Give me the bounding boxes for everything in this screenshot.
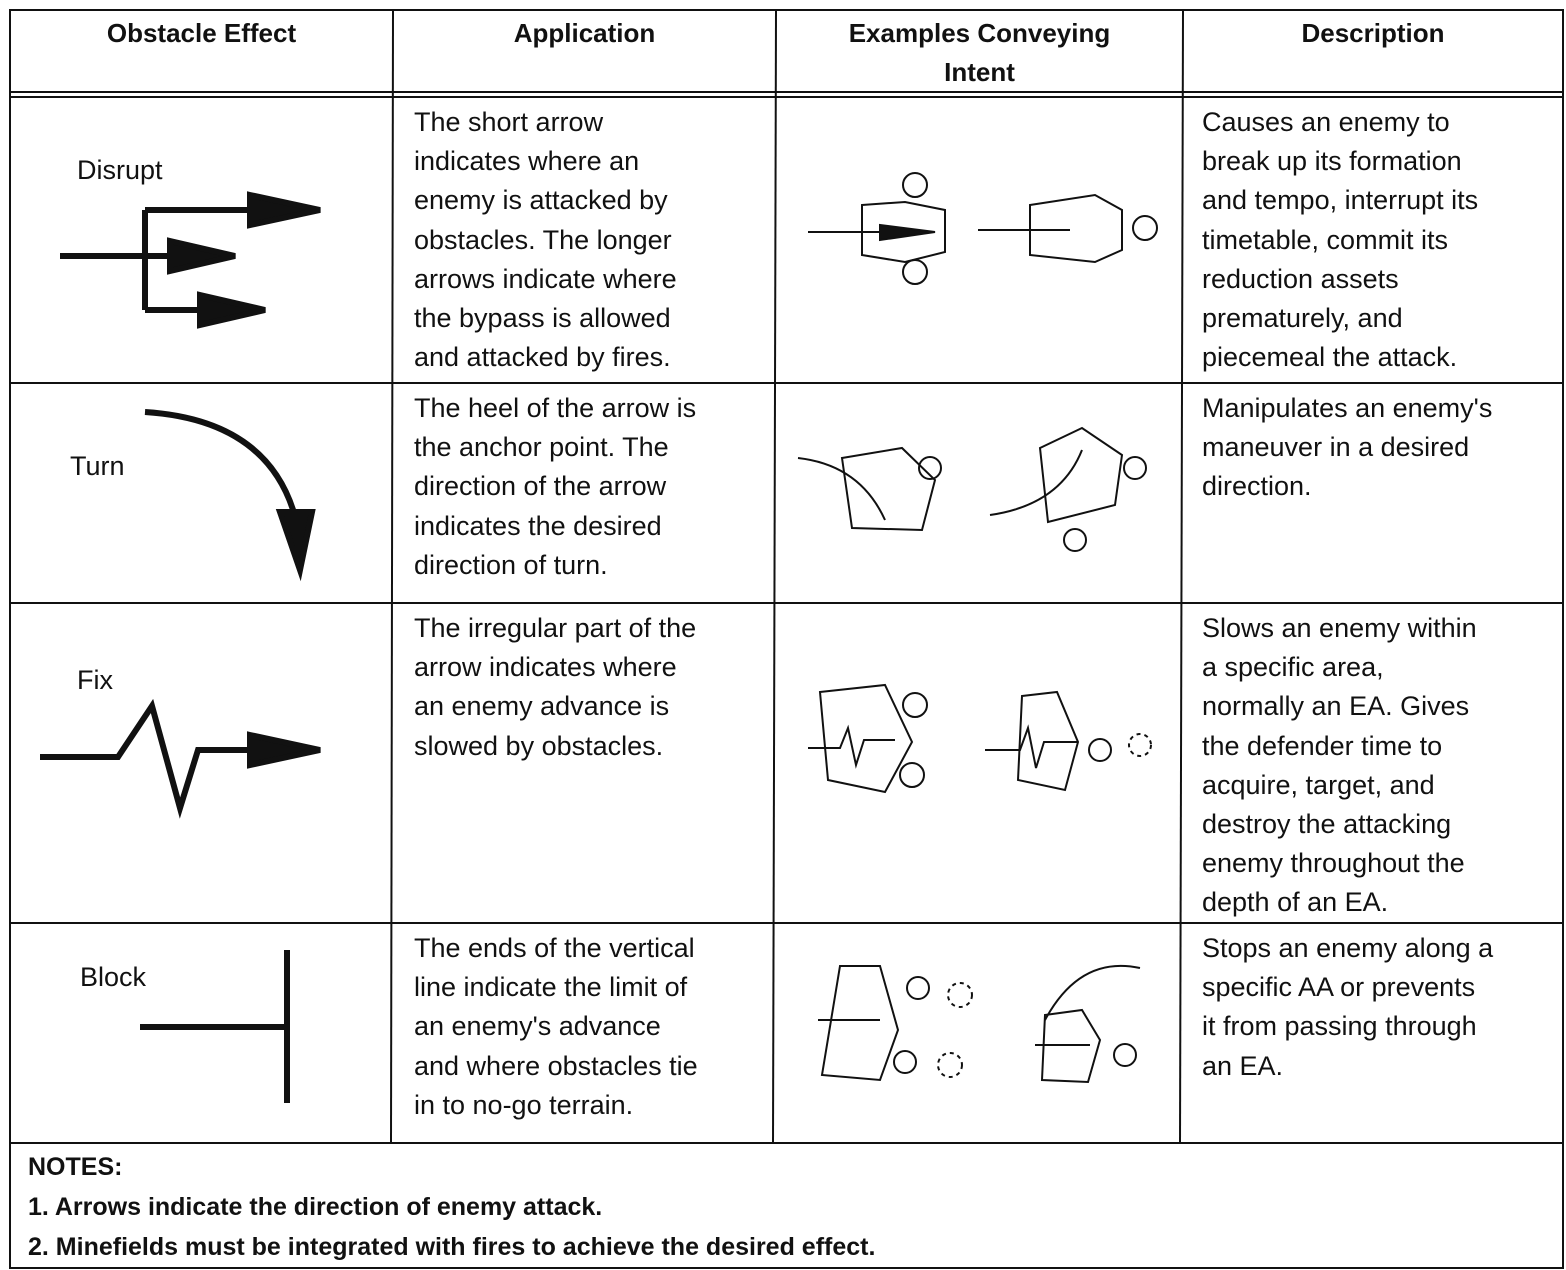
description-line: timetable, commit its [1202,224,1449,255]
description-line: Stops an enemy along a [1202,933,1494,963]
description-line: an EA. [1202,1050,1284,1081]
example-icons [797,172,1158,1084]
header-cell: Examples Conveying Intent [848,18,1111,87]
application-line: an enemy's advance [414,1011,661,1042]
notes-title: NOTES: [28,1153,123,1181]
fix-symbol [40,698,321,819]
description-line: and tempo, interrupt its [1202,185,1479,216]
application-line: arrows indicate where [414,263,677,294]
header-cell: Application [513,18,656,48]
description-line: the defender time to [1202,730,1443,761]
effect-label: Block [80,962,147,992]
description-line: direction. [1202,471,1312,502]
application-line: indicates where an [414,146,640,177]
application-line: The irregular part of the [414,613,697,643]
application-line: and attacked by fires. [414,342,671,373]
description-line: piecemeal the attack. [1202,342,1458,373]
description-line: enemy throughout the [1202,848,1465,879]
application-line: enemy is attacked by [414,185,668,216]
application-line: the anchor point. The [414,432,669,463]
description-line: break up its formation [1202,146,1462,177]
description-line: Slows an enemy within [1202,613,1477,643]
effect-label: Disrupt [77,155,163,185]
application-line: The ends of the vertical [414,933,695,963]
description-line: Causes an enemy to [1202,107,1450,137]
application-line: line indicate the limit of [414,972,688,1003]
application-line: direction of the arrow [414,471,667,502]
application-line: arrow indicates where [414,652,677,683]
note-item: 1. Arrows indicate the direction of enem… [28,1193,603,1221]
description-line: prematurely, and [1202,303,1403,333]
application-line: and where obstacles tie [414,1050,698,1081]
description-line: normally an EA. Gives [1202,691,1470,722]
description-line: maneuver in a desired [1202,432,1470,463]
block-symbol [140,950,290,1103]
description-line: it from passing through [1202,1011,1477,1042]
description-line: reduction assets [1202,263,1399,294]
header-cell: Description [1301,18,1445,48]
note-item: 2. Minefields must be integrated with fi… [28,1233,876,1261]
description-line: acquire, target, and [1202,769,1435,800]
application-line: direction of turn. [414,549,608,580]
effect-label: Turn [70,451,125,481]
application-line: indicates the desired [414,510,662,541]
description-line: Manipulates an enemy's [1202,393,1493,423]
application-line: the bypass is allowed [414,303,671,333]
application-line: in to no-go terrain. [414,1089,634,1120]
application-line: The short arrow [414,107,604,137]
description-line: specific AA or prevents [1202,972,1476,1003]
turn-symbol [144,409,316,582]
application-line: The heel of the arrow is [414,393,697,423]
application-line: an enemy advance is [414,691,670,722]
effect-label: Fix [77,665,113,695]
description-line: destroy the attacking [1202,809,1452,839]
header-cell: Obstacle Effect [106,18,297,48]
description-line: a specific area, [1202,652,1384,683]
application-line: obstacles. The longer [414,224,672,255]
disrupt-symbol [60,191,321,329]
description-line: depth of an EA. [1202,887,1389,918]
application-line: slowed by obstacles. [414,730,664,761]
